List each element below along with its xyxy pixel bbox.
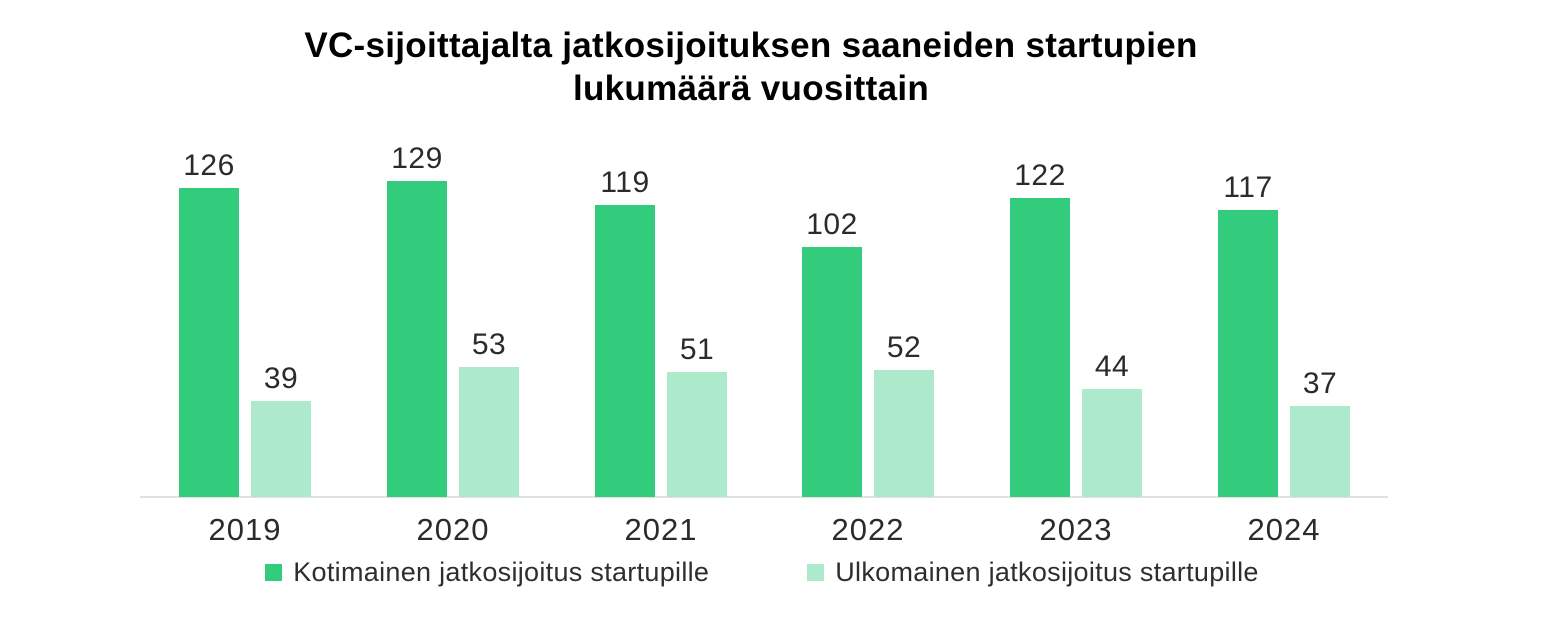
bar-value-kotimainen-2024: 117 xyxy=(1223,171,1273,204)
bar-kotimainen-2022 xyxy=(802,247,862,497)
bar-value-ulkomainen-2023: 44 xyxy=(1094,350,1130,383)
x-axis-line xyxy=(140,496,1388,498)
bar-value-ulkomainen-2019: 39 xyxy=(263,362,299,395)
bar-kotimainen-2020 xyxy=(387,181,447,497)
bar-value-kotimainen-2020: 129 xyxy=(391,142,443,175)
chart-title-line-2: lukumäärä vuosittain xyxy=(572,69,930,108)
bar-kotimainen-2021 xyxy=(595,205,655,497)
bar-ulkomainen-2021 xyxy=(667,372,727,497)
bar-value-ulkomainen-2024: 37 xyxy=(1302,367,1338,400)
legend-item-ulkomainen: Ulkomainen jatkosijoitus startupille xyxy=(807,557,1259,588)
bar-kotimainen-2024 xyxy=(1218,210,1278,497)
legend: Kotimainen jatkosijoitus startupille Ulk… xyxy=(0,557,1524,588)
bar-ulkomainen-2020 xyxy=(459,367,519,497)
bar-kotimainen-2019 xyxy=(179,188,239,497)
chart-title: VC-sijoittajalta jatkosijoituksen saanei… xyxy=(0,24,1502,110)
bar-ulkomainen-2019 xyxy=(251,401,311,497)
x-axis-label-2024: 2024 xyxy=(1247,512,1321,547)
x-axis-label-2023: 2023 xyxy=(1039,512,1113,547)
bar-value-kotimainen-2023: 122 xyxy=(1014,159,1066,192)
legend-item-kotimainen: Kotimainen jatkosijoitus startupille xyxy=(265,557,709,588)
legend-label-ulkomainen: Ulkomainen jatkosijoitus startupille xyxy=(835,557,1259,587)
bar-ulkomainen-2022 xyxy=(874,370,934,497)
chart-title-line-1: VC-sijoittajalta jatkosijoituksen saanei… xyxy=(304,26,1198,65)
x-axis-label-2021: 2021 xyxy=(624,512,698,547)
x-axis-label-2022: 2022 xyxy=(831,512,905,547)
bar-value-kotimainen-2022: 102 xyxy=(806,208,858,241)
x-axis-label-2020: 2020 xyxy=(416,512,490,547)
legend-label-kotimainen: Kotimainen jatkosijoitus startupille xyxy=(293,557,710,587)
bar-value-kotimainen-2019: 126 xyxy=(183,149,235,182)
bar-value-ulkomainen-2022: 52 xyxy=(886,331,922,364)
bar-kotimainen-2023 xyxy=(1010,198,1070,497)
bar-ulkomainen-2023 xyxy=(1082,389,1142,497)
legend-swatch-ulkomainen-icon xyxy=(807,564,825,581)
bar-value-kotimainen-2021: 119 xyxy=(600,166,650,199)
x-axis-label-2019: 2019 xyxy=(208,512,282,547)
bar-value-ulkomainen-2021: 51 xyxy=(679,333,715,366)
bar-value-ulkomainen-2020: 53 xyxy=(471,328,507,361)
bar-ulkomainen-2024 xyxy=(1290,406,1350,497)
legend-swatch-kotimainen-icon xyxy=(265,564,283,581)
